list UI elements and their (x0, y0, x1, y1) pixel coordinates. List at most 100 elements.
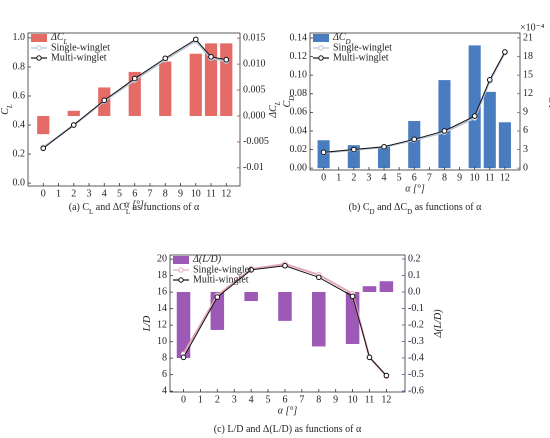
marker (208, 54, 214, 60)
bar (220, 43, 233, 116)
y2-tick-label: -0.6 (408, 385, 424, 396)
text-part: as functions of α (130, 202, 200, 213)
y2-tick-label: -0.01 (243, 162, 264, 173)
marker (486, 77, 493, 83)
y-tick-label: 0.08 (290, 88, 308, 99)
x-tick-label: 1 (336, 172, 341, 183)
legend-label: Δ(L/D) (192, 254, 222, 265)
y2-tick-label: 0.2 (408, 253, 421, 264)
y2-tick-label: -0.2 (408, 319, 424, 330)
y2-tick-label: 6 (523, 125, 528, 136)
y-tick-label: 0.12 (290, 51, 308, 62)
bar (438, 80, 451, 169)
caption: (c) L/D and Δ(L/D) as functions of α (214, 424, 362, 435)
subscript: D (288, 96, 296, 102)
caption: (b) CD and ΔCD as functions of α (349, 202, 482, 215)
legend-label: Single-winglet (51, 42, 110, 53)
bar (312, 291, 326, 347)
legend-label: Single-winglet (193, 264, 252, 275)
legend-marker (178, 277, 184, 283)
legend-marker (318, 45, 324, 51)
caption: (a) CL and ΔCL as functions of α (69, 202, 200, 215)
y2-tick-label: -0.3 (408, 336, 424, 347)
x-tick-label: 8 (442, 172, 447, 183)
subscript: L (274, 101, 282, 106)
y-tick-label: 0.8 (13, 61, 26, 72)
y-tick-label: 4 (162, 385, 167, 396)
x-tick-label: 1 (56, 188, 61, 199)
subscript: D (370, 208, 375, 216)
line (323, 51, 506, 153)
bar (159, 61, 172, 116)
x-tick-label: 3 (87, 188, 92, 199)
subscript: D (345, 38, 351, 46)
text-part: and ΔC (93, 202, 126, 213)
marker (320, 149, 327, 156)
y-tick-label: 14 (157, 303, 167, 314)
text-part: Δ(L/D) (433, 309, 444, 339)
y2-tick-label: 0 (523, 162, 528, 173)
legend-swatch (173, 256, 189, 264)
bar (204, 43, 218, 116)
x-tick-label: 0 (41, 188, 46, 199)
x-tick-label: 8 (316, 394, 321, 405)
y2-tick-label: 3 (523, 144, 528, 155)
plot-frame (27, 32, 241, 187)
x-tick-label: 10 (348, 394, 358, 405)
legend-label: Multi-winglet (193, 274, 249, 285)
x-tick-label: 12 (221, 188, 231, 199)
marker (502, 49, 508, 55)
legend-label: Single-winglet (333, 42, 392, 53)
marker (471, 113, 478, 119)
bar (379, 281, 394, 292)
y-tick-label: 8 (162, 352, 167, 363)
y2-tick-label: -0.5 (408, 369, 424, 380)
text-part: C (363, 202, 370, 213)
x-tick-label: 11 (365, 394, 375, 405)
y-axis-label: L/D (142, 315, 153, 332)
y-tick-label: 0.6 (13, 90, 26, 101)
y-axis-label: CD (282, 96, 295, 108)
x-tick-label: 0 (181, 394, 186, 405)
x-tick-label: 5 (117, 188, 122, 199)
x-tick-label: 12 (500, 172, 510, 183)
y2-tick-label: 0.010 (243, 58, 266, 69)
subscript: D (407, 208, 412, 216)
x-tick-label: 3 (366, 172, 371, 183)
y-tick-label: 0.06 (290, 107, 308, 118)
y2-tick-label: -0.005 (243, 136, 269, 147)
x-tick-label: 7 (427, 172, 432, 183)
bar (483, 91, 496, 169)
marker (383, 372, 390, 379)
bar (345, 291, 360, 344)
text-part: L/D (142, 315, 153, 332)
marker (351, 146, 357, 153)
bar (189, 53, 202, 116)
x-tick-label: 11 (206, 188, 216, 199)
legend-marker (36, 45, 42, 51)
line (42, 38, 227, 149)
subscript: L (6, 104, 14, 109)
x-axis-label: α [°] (278, 405, 298, 416)
legend-label: ΔCD (332, 32, 351, 45)
bar (468, 45, 481, 169)
marker (411, 136, 418, 143)
text-part: (a) (69, 202, 83, 213)
bar (67, 110, 80, 116)
marker (349, 293, 356, 300)
subscript: L (63, 38, 68, 46)
y-tick-label: 0.0 (13, 177, 26, 188)
marker (131, 75, 138, 82)
y2-axis-label: ΔCD (548, 93, 550, 112)
y2-tick-label: 0.005 (243, 84, 266, 95)
text-part: as functions of α (412, 202, 482, 213)
marker (192, 36, 199, 43)
marker (315, 274, 322, 281)
line (183, 265, 387, 376)
x-tick-label: 12 (381, 394, 391, 405)
bar (244, 291, 258, 302)
y-tick-label: 0.2 (13, 148, 26, 159)
bar (176, 291, 191, 358)
x-tick-label: 5 (397, 172, 402, 183)
marker (223, 56, 230, 63)
